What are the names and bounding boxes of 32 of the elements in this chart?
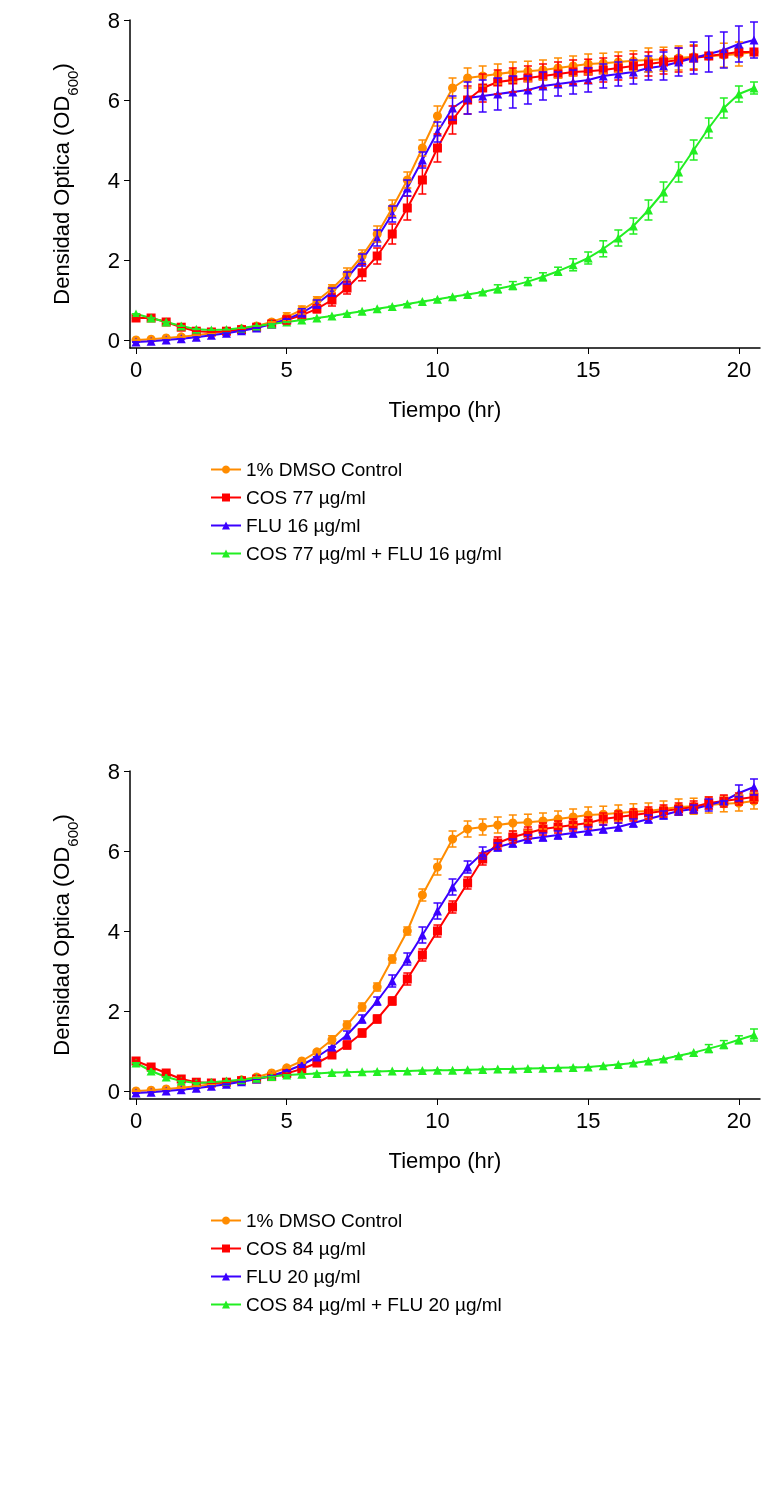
legend-label: COS 84 µg/ml xyxy=(246,1238,366,1259)
y-tick-label: 8 xyxy=(107,7,120,33)
y-tick-label: 8 xyxy=(107,758,120,784)
x-tick-label: 5 xyxy=(280,1107,293,1133)
x-tick-label: 10 xyxy=(425,1107,450,1133)
y-tick-label: 2 xyxy=(107,998,120,1024)
legend-label: COS 77 µg/ml xyxy=(246,487,366,508)
x-tick-label: 0 xyxy=(129,356,143,382)
x-axis-title: Tiempo (hr) xyxy=(388,1147,502,1173)
x-tick-label: 15 xyxy=(575,1107,601,1133)
y-tick-label: 6 xyxy=(107,87,120,113)
legend-label: FLU 20 µg/ml xyxy=(246,1266,361,1287)
x-tick-label: 15 xyxy=(575,356,601,382)
y-tick-label: 0 xyxy=(107,327,120,353)
legend-label: 1% DMSO Control xyxy=(246,1210,403,1231)
legend-label: COS 84 µg/ml + FLU 20 µg/ml xyxy=(246,1294,502,1315)
x-tick-label: 5 xyxy=(280,356,293,382)
x-tick-label: 20 xyxy=(726,1107,752,1133)
y-tick-label: 0 xyxy=(107,1078,120,1104)
y-tick-label: 2 xyxy=(107,247,120,273)
y-axis-title: Densidad Optica (OD600) xyxy=(48,814,81,1056)
legend-label: FLU 16 µg/ml xyxy=(246,515,361,536)
x-tick-label: 0 xyxy=(129,1107,143,1133)
y-tick-label: 4 xyxy=(107,167,120,193)
x-tick-label: 20 xyxy=(726,356,752,382)
x-tick-label: 10 xyxy=(425,356,450,382)
legend-label: COS 77 µg/ml + FLU 16 µg/ml xyxy=(246,543,502,564)
y-tick-label: 6 xyxy=(107,838,120,864)
y-tick-label: 4 xyxy=(107,918,120,944)
y-axis-title: Densidad Optica (OD600) xyxy=(48,63,81,305)
x-axis-title: Tiempo (hr) xyxy=(388,396,502,422)
legend-label: 1% DMSO Control xyxy=(246,459,403,480)
